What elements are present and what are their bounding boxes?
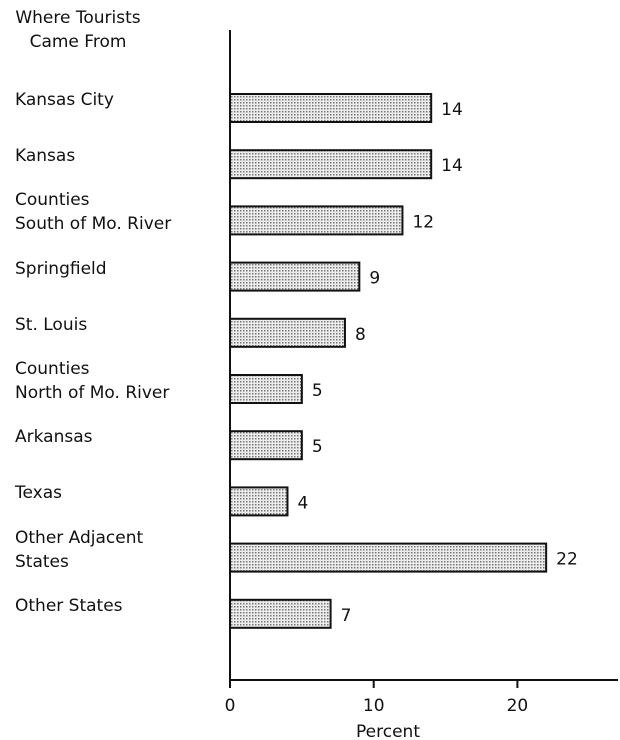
- bar: [229, 374, 303, 404]
- bar: [229, 542, 548, 573]
- bar: [229, 598, 332, 629]
- bar: [229, 486, 289, 517]
- category-label: St. Louis: [15, 314, 88, 335]
- x-tick-label: 0: [225, 696, 236, 716]
- category-label: Counties North of Mo. River: [15, 359, 170, 403]
- x-tick-label: 10: [363, 696, 385, 716]
- category-label: Springfield: [15, 258, 107, 279]
- bar: [229, 93, 433, 123]
- bar: [229, 205, 404, 236]
- value-label: 7: [341, 606, 352, 626]
- value-label: 4: [297, 493, 308, 513]
- x-axis-label: Percent: [356, 722, 420, 740]
- bar: [229, 317, 346, 348]
- category-label: Other States: [15, 595, 123, 616]
- value-label: 5: [312, 437, 323, 457]
- category-label: Arkansas: [15, 427, 93, 448]
- chart-title: Where Tourists Came From: [15, 8, 141, 52]
- value-label: 9: [369, 269, 380, 289]
- x-tick-label: 20: [507, 696, 529, 716]
- category-label: Counties South of Mo. River: [15, 190, 172, 235]
- category-label: Kansas: [15, 146, 76, 167]
- value-label: 22: [556, 550, 578, 570]
- category-label: Other Adjacent States: [15, 527, 144, 572]
- value-label: 14: [441, 100, 463, 120]
- value-label: 14: [441, 156, 463, 176]
- category-label: Kansas City: [15, 90, 114, 110]
- bar: [229, 149, 433, 180]
- bar: [229, 261, 361, 292]
- value-label: 12: [412, 212, 434, 232]
- bar: [229, 430, 303, 461]
- value-label: 5: [312, 381, 323, 401]
- category-label: Texas: [15, 483, 62, 504]
- value-label: 8: [355, 325, 366, 345]
